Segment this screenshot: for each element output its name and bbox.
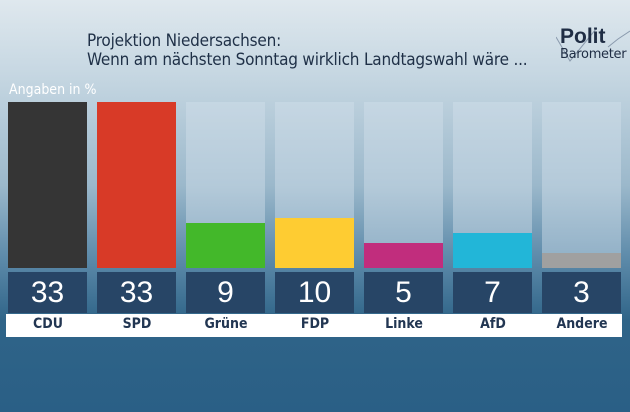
bar-andere <box>542 253 621 268</box>
title-line-1: Projektion Niedersachsen: <box>87 31 282 51</box>
politbarometer-logo: Polit Barometer <box>556 25 630 65</box>
value-label-grüne: 9 <box>186 272 265 313</box>
bar-afd <box>453 233 532 268</box>
category-label-row <box>6 314 622 337</box>
category-label-linke: Linke <box>385 316 423 332</box>
category-label-cdu: CDU <box>33 316 63 332</box>
value-label-afd: 7 <box>453 272 532 313</box>
value-label-spd: 33 <box>97 272 176 313</box>
logo-text-polit: Polit <box>560 25 606 48</box>
category-label-spd: SPD <box>122 316 152 332</box>
bar-cdu <box>8 102 87 268</box>
checkmark-icon <box>556 28 630 62</box>
value-label-linke: 5 <box>364 272 443 313</box>
value-label-cdu: 33 <box>8 272 87 313</box>
bar-spd <box>97 102 176 268</box>
y-axis-label: Angaben in % <box>9 82 97 98</box>
bar-slot-linke <box>364 102 443 268</box>
category-label-grüne: Grüne <box>204 316 248 332</box>
category-label-fdp: FDP <box>300 316 330 332</box>
logo-text-barometer: Barometer <box>560 47 627 62</box>
title-line-2: Wenn am nächsten Sonntag wirklich Landta… <box>87 50 528 70</box>
chart-title: Projektion Niedersachsen: Wenn am nächst… <box>87 31 528 70</box>
bar-slot-andere <box>542 102 621 268</box>
category-label-afd: AfD <box>480 316 506 332</box>
value-label-fdp: 10 <box>275 272 354 313</box>
value-label-andere: 3 <box>542 272 621 313</box>
bar-grüne <box>186 223 265 268</box>
bar-fdp <box>275 218 354 268</box>
category-label-andere: Andere <box>556 316 608 332</box>
bar-linke <box>364 243 443 268</box>
